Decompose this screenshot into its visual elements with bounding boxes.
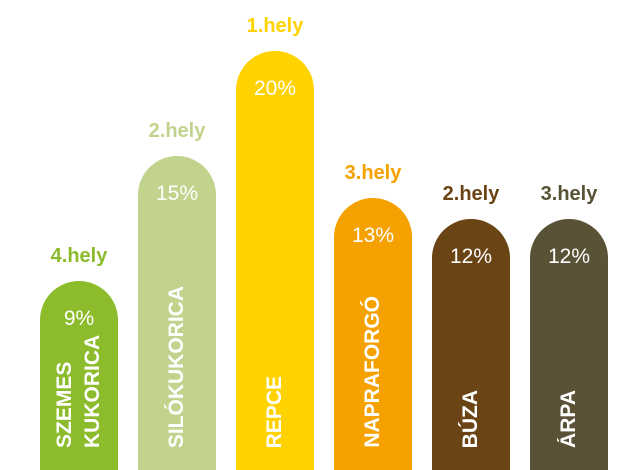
value-label: 12% <box>547 244 591 268</box>
category-label: SZEMES KUKORICA <box>53 334 104 448</box>
value-label: 13% <box>351 223 395 247</box>
value-label: 9% <box>63 307 95 331</box>
rank-label: 3.hely <box>540 182 598 205</box>
value-label: 15% <box>155 181 199 205</box>
bar <box>138 155 216 470</box>
bar <box>432 218 510 470</box>
bar <box>236 50 314 470</box>
category-label: ÁRPA <box>557 390 580 448</box>
rank-label: 3.hely <box>344 161 402 184</box>
category-label: REPCE <box>263 375 286 448</box>
category-wrap: BÚZA <box>432 248 510 448</box>
value-label: 12% <box>449 244 493 268</box>
rank-label: 2.hely <box>442 182 500 205</box>
category-wrap: SZEMES KUKORICA <box>40 248 118 448</box>
category-label: SILÓKUKORICA <box>165 285 188 448</box>
value-label: 20% <box>253 76 297 100</box>
category-wrap: ÁRPA <box>530 248 608 448</box>
bar <box>530 218 608 470</box>
category-wrap: SILÓKUKORICA <box>138 248 216 448</box>
rank-label: 4.hely <box>50 245 108 268</box>
category-label: NAPRAFORGÓ <box>361 296 384 448</box>
bar <box>40 281 118 470</box>
rank-label: 2.hely <box>148 119 206 142</box>
category-label: BÚZA <box>459 389 482 448</box>
category-wrap: REPCE <box>236 248 314 448</box>
category-wrap: NAPRAFORGÓ <box>334 248 412 448</box>
rank-label: 1.hely <box>246 14 304 37</box>
bar <box>334 197 412 470</box>
